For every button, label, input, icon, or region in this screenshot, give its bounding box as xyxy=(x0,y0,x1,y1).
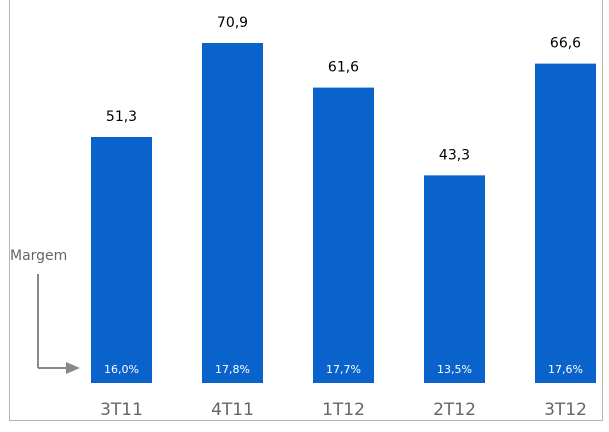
margin-label-3T12: 17,6% xyxy=(548,363,583,376)
value-label-4T11: 70,9 xyxy=(217,15,248,31)
bar-3T11 xyxy=(91,136,152,383)
margin-label-2T12: 13,5% xyxy=(437,363,472,376)
category-label-3T11: 3T11 xyxy=(100,400,143,420)
category-label-2T12: 2T12 xyxy=(433,400,476,420)
category-label-3T12: 3T12 xyxy=(544,400,587,420)
margin-caption: Margem xyxy=(10,248,69,264)
margin-label-4T11: 17,8% xyxy=(215,363,250,376)
bar-2T12 xyxy=(424,175,485,383)
frame-bottom-border xyxy=(9,420,602,421)
bar-1T12 xyxy=(313,87,374,383)
margin-label-3T11: 16,0% xyxy=(104,363,139,376)
value-label-3T12: 66,6 xyxy=(550,36,581,52)
category-label-4T11: 4T11 xyxy=(211,400,254,420)
value-label-3T11: 51,3 xyxy=(106,109,137,125)
margin-label-1T12: 17,7% xyxy=(326,363,361,376)
bar-4T11 xyxy=(202,43,263,383)
category-label-1T12: 1T12 xyxy=(322,400,365,420)
frame-left-border xyxy=(9,0,10,420)
value-label-2T12: 43,3 xyxy=(439,147,470,163)
frame-right-border xyxy=(602,0,603,421)
value-label-1T12: 61,6 xyxy=(328,60,359,76)
bar-3T12 xyxy=(535,63,596,383)
margin-arrow xyxy=(37,274,80,374)
